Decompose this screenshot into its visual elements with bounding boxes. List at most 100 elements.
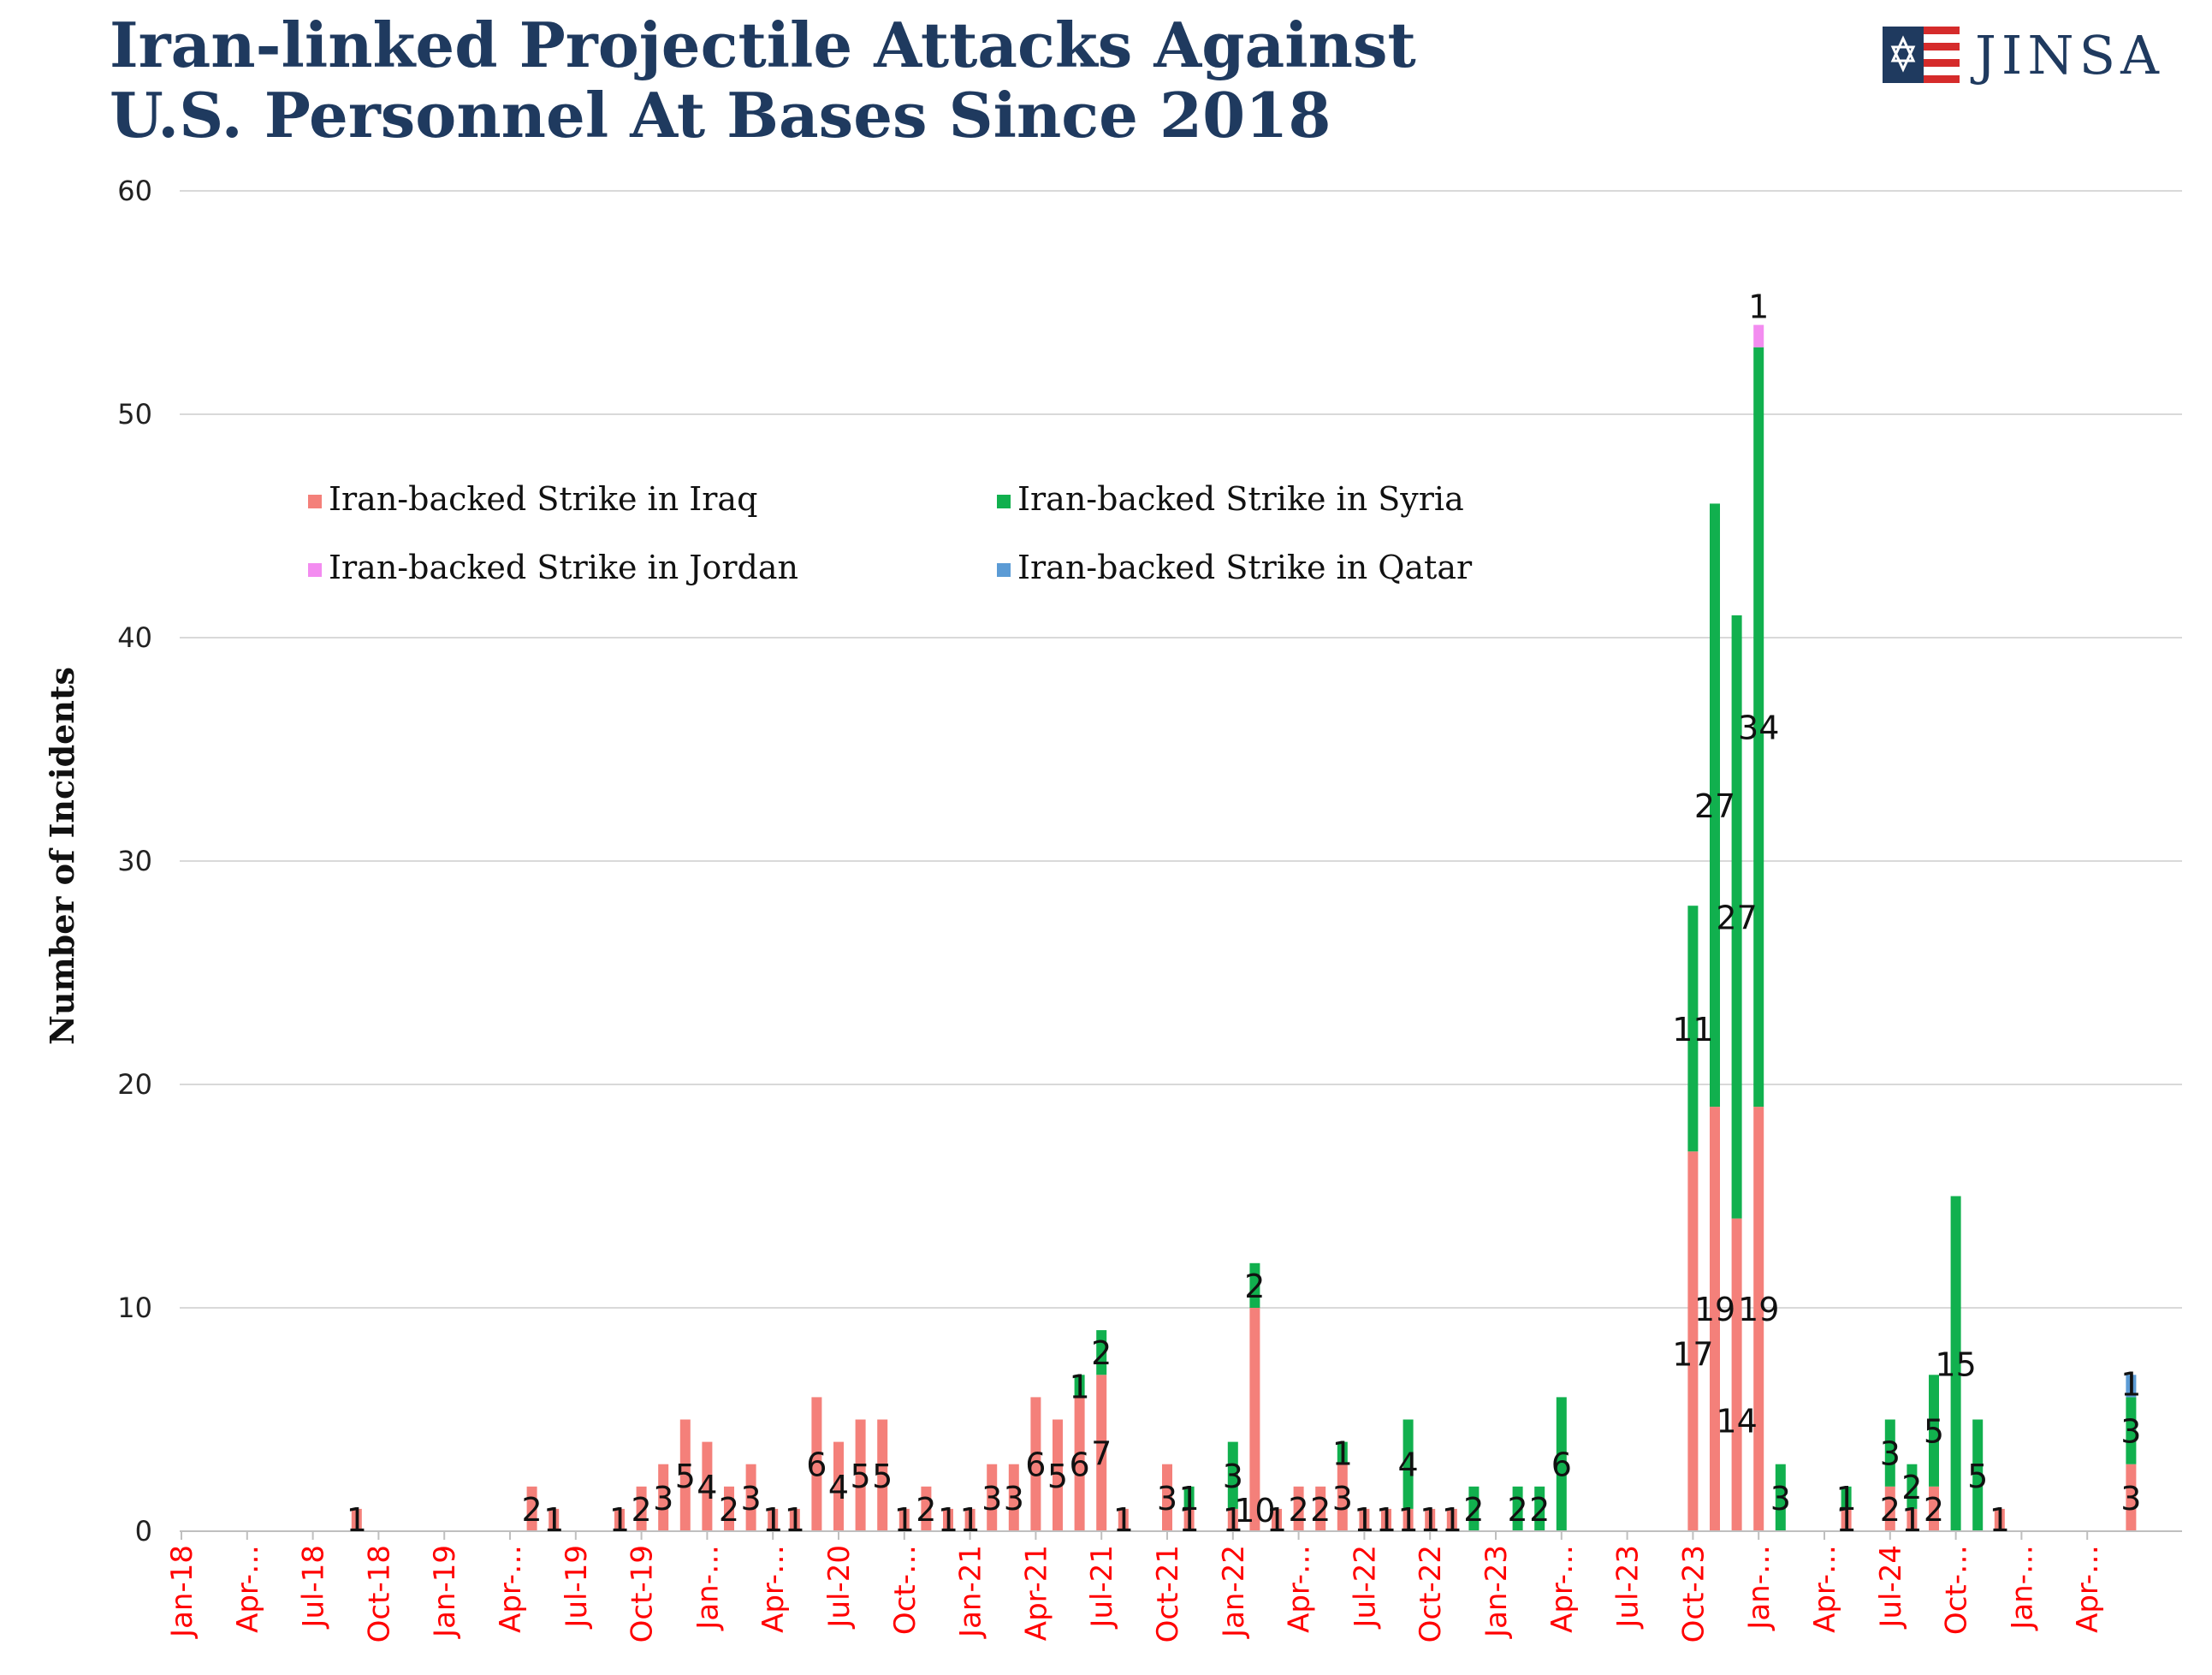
bar-iraq — [1074, 1397, 1085, 1531]
y-tick-label: 20 — [117, 1068, 152, 1101]
data-label-iraq: 5 — [872, 1458, 893, 1495]
bar-syria — [1950, 1196, 1961, 1531]
data-label-syria: 2 — [1091, 1334, 1112, 1372]
x-tick-label: Oct-… — [888, 1545, 922, 1635]
data-label-syria: 27 — [1716, 899, 1757, 936]
bar-iraq — [1183, 1508, 1195, 1531]
bar-iraq — [1030, 1397, 1041, 1531]
bar-syria — [1074, 1375, 1085, 1398]
x-tick-label: Apr-… — [231, 1545, 265, 1633]
bar-iraq — [921, 1486, 932, 1531]
bar-syria — [1183, 1486, 1195, 1509]
bar-syria — [1841, 1486, 1852, 1509]
y-axis-label: Number of Incidents — [43, 667, 81, 1045]
x-tick-label: Jan-23 — [1480, 1545, 1514, 1639]
bar-syria — [1907, 1464, 1918, 1509]
bar-iraq — [1710, 1107, 1720, 1531]
x-tick-label: Apr-… — [1283, 1545, 1317, 1633]
data-label-syria: 1 — [1179, 1480, 1200, 1518]
x-tick-label: Apr-21 — [1019, 1545, 1053, 1641]
data-label-syria: 2 — [1508, 1491, 1528, 1529]
bar-iraq — [768, 1508, 779, 1531]
data-label-iraq: 2 — [632, 1491, 652, 1529]
data-label-iraq: 1 — [1901, 1501, 1922, 1539]
bar-syria — [1753, 347, 1764, 1108]
x-tick-label: Oct-19 — [626, 1545, 660, 1642]
bar-iraq — [1907, 1508, 1918, 1531]
chart-title-line-2: U.S. Personnel At Bases Since 2018 — [110, 79, 1331, 151]
bar-syria — [1775, 1464, 1786, 1531]
bar-iraq — [1118, 1508, 1129, 1531]
legend-swatch-syria — [997, 495, 1011, 508]
x-tick-label: Jan-21 — [954, 1545, 988, 1639]
data-label-syria: 4 — [1398, 1446, 1419, 1484]
x-tick-label: Apr-… — [756, 1545, 791, 1633]
data-label-iraq: 7 — [1091, 1435, 1112, 1473]
data-label-syria: 15 — [1935, 1345, 1976, 1383]
data-label-iraq: 2 — [916, 1491, 936, 1529]
bar-iraq — [987, 1464, 998, 1531]
data-label-iraq: 1 — [609, 1501, 630, 1539]
bar-iraq — [724, 1486, 734, 1531]
data-label-iraq: 4 — [697, 1469, 717, 1506]
data-label-syria: 27 — [1694, 787, 1735, 825]
bar-iraq — [1359, 1508, 1370, 1531]
bar-iraq — [1008, 1464, 1019, 1531]
bar-iraq — [833, 1441, 844, 1531]
bar-iraq — [1687, 1151, 1699, 1531]
data-label-iraq: 6 — [1070, 1446, 1090, 1484]
bar-syria — [1403, 1419, 1414, 1509]
data-label-iraq: 1 — [938, 1501, 958, 1539]
data-label-iraq: 19 — [1738, 1291, 1779, 1328]
data-label-iraq: 14 — [1716, 1403, 1757, 1440]
legend: Iran-backed Strike in Iraq Iran-backed St… — [308, 480, 1473, 586]
y-tick-label: 50 — [117, 398, 152, 431]
data-label-syria: 2 — [1901, 1469, 1922, 1506]
x-tick-label: Jul-23 — [1611, 1545, 1646, 1630]
data-label-iraq: 1 — [785, 1501, 805, 1539]
x-tick-label: Apr-… — [1545, 1545, 1580, 1633]
data-label-iraq: 1 — [543, 1501, 564, 1539]
bar-syria — [1468, 1486, 1480, 1531]
bar-syria — [1512, 1486, 1523, 1531]
bar-iraq — [1227, 1508, 1238, 1531]
star-of-david-flag-icon — [1883, 27, 1960, 83]
bar-iraq — [1249, 1308, 1260, 1531]
bar-iraq — [789, 1508, 800, 1531]
data-label-iraq: 4 — [828, 1469, 849, 1506]
bar-iraq — [1096, 1375, 1107, 1531]
bar-iraq — [898, 1508, 910, 1531]
x-tick-label: Apr-… — [1808, 1545, 1842, 1633]
y-tick-label: 10 — [117, 1292, 152, 1324]
x-tick-label: Jan-19 — [428, 1545, 462, 1639]
data-label-iraq: 2 — [719, 1491, 739, 1529]
bar-syria — [1929, 1375, 1939, 1487]
legend-swatch-jordan — [308, 563, 322, 577]
bar-iraq — [964, 1508, 976, 1531]
bar-iraq — [614, 1508, 625, 1531]
data-label-iraq: 5 — [851, 1458, 871, 1495]
chart-title-line-1: Iran-linked Projectile Attacks Against — [110, 9, 1416, 81]
bar-syria — [1972, 1419, 1984, 1531]
bar-syria — [1710, 503, 1720, 1108]
bars — [351, 324, 2137, 1531]
bar-iraq — [745, 1464, 756, 1531]
x-tick-label: Jan-22 — [1217, 1545, 1251, 1639]
bar-iraq — [1753, 1107, 1764, 1531]
bar-syria — [1731, 615, 1742, 1219]
data-label-iraq: 17 — [1672, 1335, 1713, 1373]
data-label-iraq: 2 — [1289, 1491, 1309, 1529]
bar-iraq — [1731, 1218, 1742, 1531]
x-tick-label: Jan-… — [1742, 1545, 1776, 1631]
data-label-syria: 3 — [1223, 1458, 1243, 1495]
data-label-iraq: 5 — [675, 1458, 696, 1495]
x-tick-label: Oct-21 — [1151, 1545, 1185, 1642]
bar-syria — [1884, 1419, 1895, 1487]
bar-iraq — [943, 1508, 953, 1531]
bar-iraq — [1315, 1486, 1326, 1531]
bar-iraq — [636, 1486, 647, 1531]
bar-syria — [1096, 1330, 1107, 1375]
data-label-iraq: 1 — [1266, 1501, 1287, 1539]
bar-iraq — [1884, 1486, 1895, 1531]
